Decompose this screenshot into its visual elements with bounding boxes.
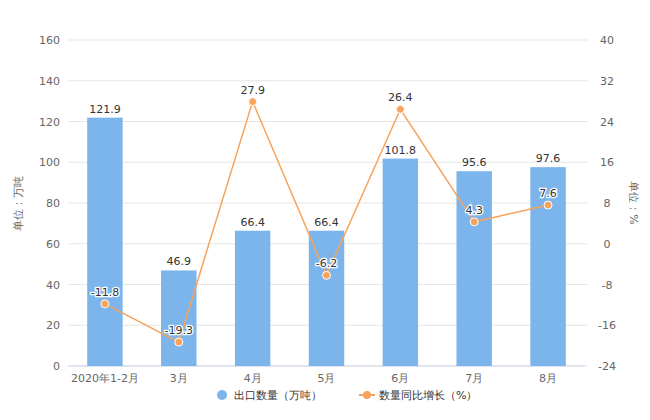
line-label: -19.3 xyxy=(165,324,193,337)
bar-label: 121.9 xyxy=(89,103,121,116)
line-label: -6.2 xyxy=(316,257,337,270)
line-label: 4.3 xyxy=(465,204,483,217)
x-tick-label: 2020年1-2月 xyxy=(71,372,139,385)
bar xyxy=(309,231,344,366)
y-tick-label: 80 xyxy=(46,197,60,210)
y2-tick-label: -24 xyxy=(598,360,616,373)
y-tick-label: 140 xyxy=(39,75,60,88)
plot-area xyxy=(87,98,566,366)
bar-label: 101.8 xyxy=(385,144,417,157)
y-tick-label: 100 xyxy=(39,156,60,169)
x-tick-label: 5月 xyxy=(318,372,336,385)
y2-tick-label: -16 xyxy=(598,319,616,332)
bar xyxy=(530,167,565,366)
grid-line xyxy=(68,40,585,41)
chart: 0 20 40 60 80 100 120 140 160 -24 -16 -8 0 8 16 24 32 40 单… xyxy=(0,0,650,420)
y2-tick-label: 0 xyxy=(604,238,611,251)
y2-tick xyxy=(585,243,588,244)
bar-label: 66.4 xyxy=(240,216,265,229)
y2-tick-label: 8 xyxy=(604,197,611,210)
y2-tick-label: 32 xyxy=(600,75,614,88)
line-point xyxy=(470,218,478,226)
y2-tick-label: -8 xyxy=(602,279,613,292)
x-tick-label: 7月 xyxy=(465,372,483,385)
line xyxy=(105,102,548,342)
y2-axis-title: 单位：% xyxy=(627,181,640,224)
y-tick-label: 120 xyxy=(39,116,60,129)
legend-swatch xyxy=(217,390,227,400)
legend: 出口数量（万吨） 数量同比增长（%） xyxy=(217,389,477,402)
legend-label: 数量同比增长（%） xyxy=(379,389,477,402)
x-tick-label: 6月 xyxy=(391,372,409,385)
bar xyxy=(235,231,270,366)
y2-tick xyxy=(585,203,588,204)
line-label: -11.8 xyxy=(91,286,119,299)
grid-line xyxy=(68,162,585,163)
line-label: 7.6 xyxy=(539,187,557,200)
data-labels: 121.9 46.9 66.4 66.4 101.8 95.6 97.6 -11.8 -19.3… xyxy=(89,84,560,337)
line-point xyxy=(175,338,183,346)
line-point xyxy=(544,201,552,209)
legend-swatch xyxy=(363,391,371,399)
y-axis-title: 单位：万吨 xyxy=(12,176,25,231)
line-point xyxy=(249,98,257,106)
y2-tick xyxy=(585,284,588,285)
grid-line xyxy=(68,80,585,81)
line-point xyxy=(396,105,404,113)
x-tick-label: 8月 xyxy=(539,372,557,385)
y-tick-label: 20 xyxy=(46,319,60,332)
bar-label: 46.9 xyxy=(167,255,192,268)
bar xyxy=(161,270,196,366)
line-label: 26.4 xyxy=(388,91,413,104)
y2-tick-label: 24 xyxy=(600,116,614,129)
bar-label: 66.4 xyxy=(314,216,339,229)
y-tick-label: 40 xyxy=(46,279,60,292)
legend-label: 出口数量（万吨） xyxy=(234,389,322,402)
bar xyxy=(87,118,122,366)
y2-tick xyxy=(585,121,588,122)
y2-tick-label: 40 xyxy=(600,34,614,47)
y2-tick-label: 16 xyxy=(600,156,614,169)
x-tick-label: 4月 xyxy=(244,372,262,385)
y-tick-label: 160 xyxy=(39,34,60,47)
line-point xyxy=(101,300,109,308)
bar-label: 95.6 xyxy=(462,156,487,169)
grid-line xyxy=(68,203,585,204)
y2-tick xyxy=(585,366,588,367)
line-point xyxy=(323,271,331,279)
y2-tick xyxy=(585,80,588,81)
y-tick-label: 0 xyxy=(53,360,60,373)
x-tick-label: 3月 xyxy=(170,372,188,385)
bar xyxy=(383,159,418,366)
y-tick-label: 60 xyxy=(46,238,60,251)
y2-tick xyxy=(585,40,588,41)
line-label: 27.9 xyxy=(240,84,265,97)
bar xyxy=(456,171,491,366)
y2-tick xyxy=(585,325,588,326)
bar-label: 97.6 xyxy=(536,152,561,165)
grid-line xyxy=(68,121,585,122)
y2-tick xyxy=(585,162,588,163)
